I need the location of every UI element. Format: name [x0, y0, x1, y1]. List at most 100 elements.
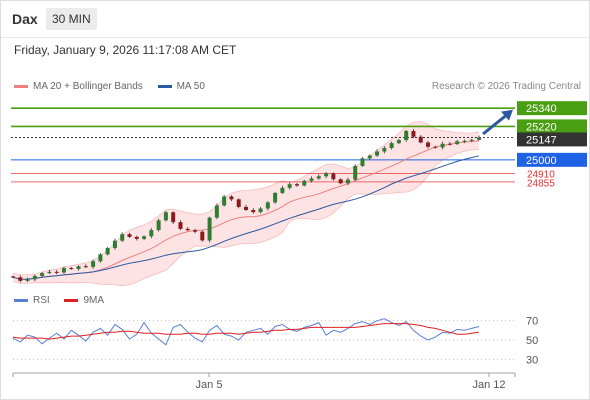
x-tick-label: Jan 5	[196, 379, 223, 391]
candle-body	[214, 205, 219, 218]
candle-body	[251, 210, 256, 213]
candle-body	[382, 147, 387, 152]
candle-body	[193, 230, 198, 232]
level-tag-25147	[517, 132, 587, 147]
legend-ma20-label: MA 20 + Bollinger Bands	[33, 81, 143, 92]
ma20-swatch	[14, 84, 28, 88]
candle-body	[316, 176, 321, 179]
candle-body	[309, 178, 314, 181]
bollinger-lower-line	[12, 149, 480, 287]
candle-body	[273, 192, 278, 203]
candle-body	[411, 130, 416, 137]
9ma-line	[12, 323, 480, 340]
candle-body	[396, 140, 401, 144]
candle-body	[171, 212, 176, 223]
legend-ma20: MA 20 + Bollinger Bands	[14, 81, 143, 92]
9ma-swatch	[64, 298, 79, 302]
instrument-title: Dax	[12, 11, 38, 27]
level-label-25000: 25000	[526, 155, 557, 167]
candle-body	[163, 212, 168, 221]
candle-body	[404, 130, 409, 141]
candle-body	[91, 261, 96, 267]
candle-body	[469, 139, 474, 141]
level-label-24855: 24855	[527, 179, 555, 190]
ma50-swatch	[157, 84, 172, 88]
candle-body	[331, 173, 336, 180]
candle-body	[40, 273, 45, 276]
candle-body	[207, 217, 212, 241]
candle-body	[105, 248, 110, 255]
candle-body	[433, 146, 438, 148]
candle-body	[367, 155, 372, 159]
candle-body	[222, 196, 227, 206]
level-tag-25340	[517, 101, 587, 116]
legend-rsi-label: RSI	[33, 295, 50, 306]
candle-body	[462, 140, 467, 142]
level-label-25147: 25147	[526, 134, 557, 146]
candle-body	[338, 179, 343, 184]
level-tag-25220	[517, 119, 587, 134]
header-divider	[1, 37, 589, 38]
candle-body	[120, 234, 125, 241]
candle-body	[440, 143, 445, 148]
rsi-tick-30: 30	[526, 354, 538, 366]
timeframe-button[interactable]: 30 MIN	[46, 8, 97, 30]
candle-body	[236, 199, 241, 207]
forecast-arrow-head	[501, 109, 513, 121]
rsi-tick-70: 70	[526, 316, 538, 328]
candle-body	[229, 196, 234, 200]
x-tick-label: Jan 12	[472, 379, 505, 391]
candle-body	[18, 277, 23, 281]
level-label-24910: 24910	[527, 170, 555, 181]
rsi-tick-50: 50	[526, 335, 538, 347]
candle-body	[455, 141, 460, 145]
copyright-text: Research © 2026 Trading Central	[431, 81, 581, 92]
candle-body	[280, 187, 285, 193]
candle-body	[258, 208, 263, 213]
rsi-line	[12, 318, 480, 346]
candle-body	[360, 158, 365, 166]
candle-body	[156, 220, 161, 231]
candle-body	[112, 240, 117, 248]
chart-header: Dax 30 MIN	[1, 1, 589, 37]
candle-body	[353, 165, 358, 180]
candle-body	[61, 268, 66, 273]
candle-body	[287, 184, 292, 188]
legend-ma50: MA 50	[157, 81, 205, 92]
level-tag-25000	[517, 152, 587, 167]
candle-body	[265, 202, 270, 209]
candle-body	[134, 236, 139, 239]
candle-body	[98, 254, 103, 262]
rsi-swatch	[14, 298, 28, 302]
candle-body	[142, 236, 147, 239]
level-label-25220: 25220	[526, 121, 557, 133]
candle-body	[25, 279, 30, 281]
candle-body	[69, 268, 74, 270]
legend-rsi: RSI	[14, 295, 50, 306]
rsi-legend: RSI 9MA	[14, 295, 116, 306]
candle-body	[294, 184, 299, 186]
bollinger-upper-line	[12, 121, 480, 276]
candle-body	[447, 143, 452, 145]
ma50-line	[12, 155, 480, 280]
candle-body	[32, 275, 37, 280]
candle-body	[345, 179, 350, 184]
candle-body	[324, 173, 329, 177]
candle-body	[47, 271, 52, 274]
candle-body	[389, 143, 394, 148]
candle-body	[127, 234, 132, 237]
forecast-arrow-shaft	[482, 113, 508, 136]
candle-body	[375, 151, 380, 156]
legend-9ma: 9MA	[64, 295, 104, 306]
bollinger-band	[13, 121, 479, 286]
candle-body	[302, 180, 307, 186]
candle-body	[243, 206, 249, 210]
timestamp: Friday, January 9, 2026 11:17:08 AM CET	[14, 43, 237, 57]
candle-body	[149, 230, 154, 237]
candle-body	[83, 266, 88, 268]
candle-body	[200, 231, 205, 241]
candle-body	[54, 271, 59, 273]
candle-body	[426, 142, 431, 147]
